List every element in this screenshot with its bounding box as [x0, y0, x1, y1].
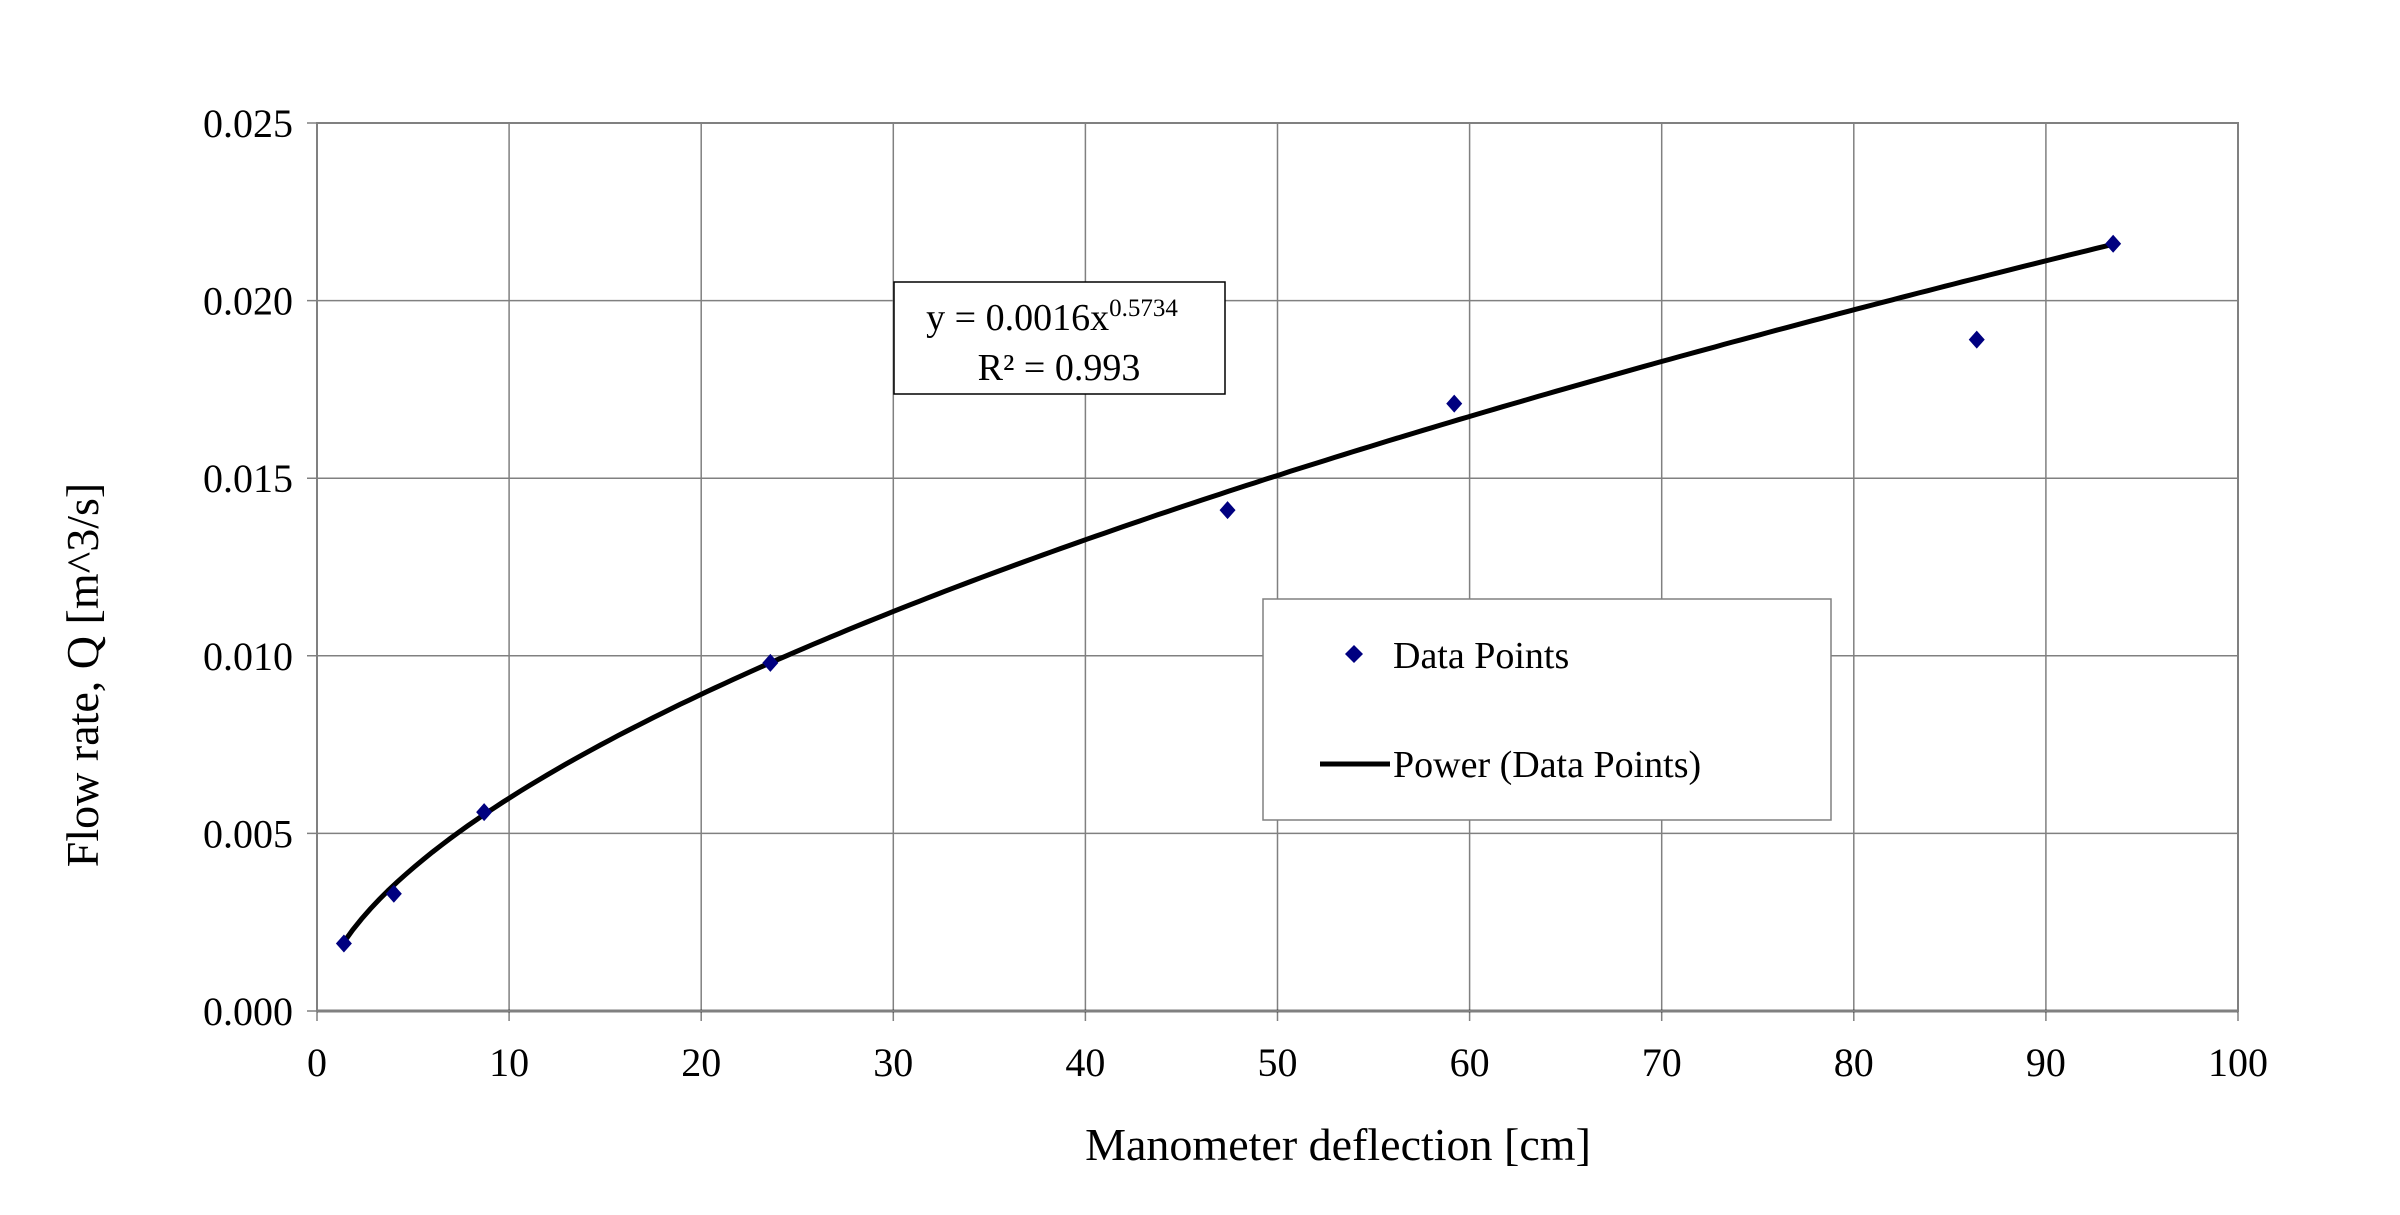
- x-tick-label: 70: [1642, 1040, 1682, 1085]
- plot-area-border: [316, 122, 2239, 1012]
- data-point: [762, 653, 779, 672]
- y-axis-title: Flow rate, Q [m^3/s]: [57, 483, 108, 867]
- y-tick-label: 0.000: [203, 989, 293, 1034]
- x-tick-label: 40: [1065, 1040, 1105, 1085]
- x-tick-label: 60: [1450, 1040, 1490, 1085]
- equation-box: y = 0.0016x0.5734 R² = 0.993: [893, 281, 1226, 395]
- y-tick-label: 0.025: [203, 101, 293, 146]
- r-squared-text: R² = 0.993: [978, 347, 1141, 389]
- legend: Data Points Power (Data Points): [1262, 598, 1832, 821]
- data-point: [1446, 394, 1463, 413]
- x-tick-label: 100: [2208, 1040, 2268, 1085]
- x-tick-label: 20: [681, 1040, 721, 1085]
- y-tick-label: 0.020: [203, 279, 293, 324]
- y-tick-label: 0.005: [203, 811, 293, 856]
- x-tick-label: 30: [873, 1040, 913, 1085]
- y-tick-label: 0.015: [203, 456, 293, 501]
- legend-label-power: Power (Data Points): [1393, 744, 1701, 786]
- x-tick-label: 80: [1834, 1040, 1874, 1085]
- x-tick-label: 10: [489, 1040, 529, 1085]
- x-tick-label: 0: [307, 1040, 327, 1085]
- data-point: [1968, 330, 1985, 349]
- legend-label-data-points: Data Points: [1393, 635, 1569, 677]
- x-tick-label: 90: [2026, 1040, 2066, 1085]
- trendline-power: [341, 241, 2114, 944]
- y-tick-label: 0.010: [203, 634, 293, 679]
- tick-labels: 0 10 20 30 40 50 60 70 80 90 100 0.000 0.005 0.010 0.0…: [203, 101, 2268, 1085]
- x-tick-label: 50: [1258, 1040, 1298, 1085]
- equation-text: y = 0.0016x0.5734: [926, 295, 1178, 339]
- data-point: [385, 884, 402, 903]
- data-points: [335, 234, 2122, 953]
- data-point: [1219, 501, 1236, 520]
- data-point: [2105, 234, 2122, 253]
- data-point: [476, 803, 493, 822]
- x-axis-title: Manometer deflection [cm]: [1085, 1119, 1591, 1170]
- legend-marker-diamond-icon: [1345, 645, 1363, 663]
- grid: [307, 122, 2239, 1021]
- data-point: [335, 934, 352, 953]
